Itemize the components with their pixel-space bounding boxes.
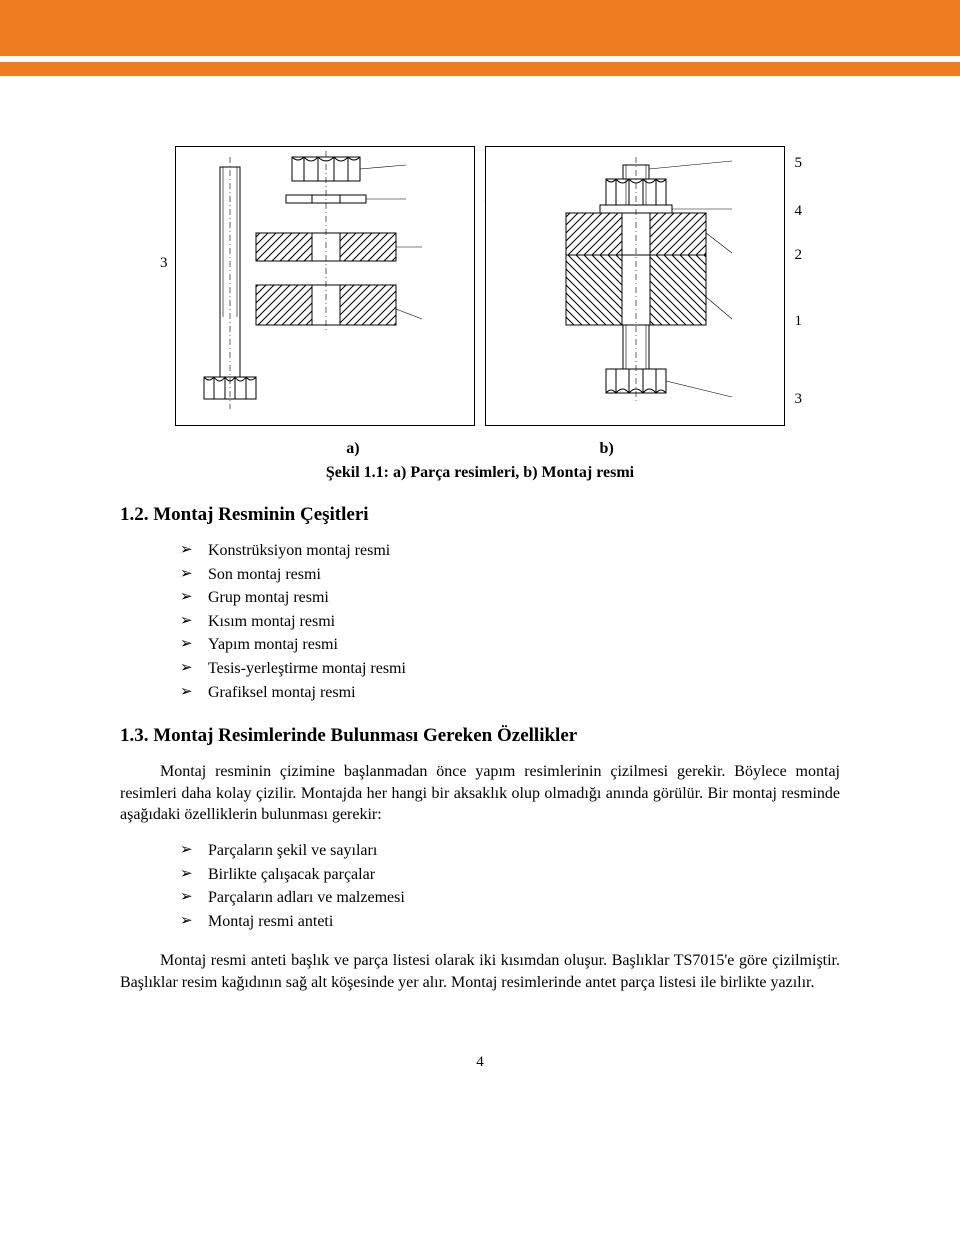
list-item: Yapım montaj resmi xyxy=(180,634,840,656)
list-item: Kısım montaj resmi xyxy=(180,611,840,633)
list-item: Birlikte çalışacak parçalar xyxy=(180,864,840,886)
section-1-3-heading: 1.3. Montaj Resimlerinde Bulunması Gerek… xyxy=(120,725,840,747)
list-item: Grup montaj resmi xyxy=(180,587,840,609)
top-orange-band xyxy=(0,0,960,56)
label-b: b) xyxy=(600,440,614,458)
figure-panel-a: 5 4 2 1 3 xyxy=(175,146,475,426)
section-1-2-heading: 1.2. Montaj Resminin Çeşitleri xyxy=(120,504,840,526)
list-item: Parçaların şekil ve sayıları xyxy=(180,840,840,862)
section-1-3-list: Parçaların şekil ve sayıları Birlikte ça… xyxy=(120,840,840,932)
section-1-3-para2: Montaj resmi anteti başlık ve parça list… xyxy=(120,950,840,993)
callout-b-1: 1 xyxy=(795,313,803,330)
list-item: Son montaj resmi xyxy=(180,564,840,586)
sub-orange-band xyxy=(0,62,960,76)
callout-a-3: 3 xyxy=(160,255,168,272)
figure-1-1: 5 4 2 1 3 xyxy=(120,146,840,426)
figure-panel-b: 5 4 2 1 3 xyxy=(485,146,785,426)
label-a: a) xyxy=(346,440,359,458)
figure-sublabels: a) b) xyxy=(120,440,840,458)
page-content: 5 4 2 1 3 xyxy=(0,76,960,1111)
figure-caption: Şekil 1.1: a) Parça resimleri, b) Montaj… xyxy=(120,464,840,482)
list-item: Konstrüksiyon montaj resmi xyxy=(180,540,840,562)
list-item: Tesis-yerleştirme montaj resmi xyxy=(180,658,840,680)
list-item: Grafiksel montaj resmi xyxy=(180,682,840,704)
callout-b-4: 4 xyxy=(795,203,803,220)
section-1-2-list: Konstrüksiyon montaj resmi Son montaj re… xyxy=(120,540,840,703)
page-number: 4 xyxy=(120,1054,840,1071)
list-item: Parçaların adları ve malzemesi xyxy=(180,887,840,909)
list-item: Montaj resmi anteti xyxy=(180,911,840,933)
section-1-3-para1: Montaj resminin çizimine başlanmadan önc… xyxy=(120,761,840,826)
callout-b-2: 2 xyxy=(795,247,803,264)
callout-b-5: 5 xyxy=(795,155,803,172)
callout-b-3: 3 xyxy=(795,391,803,408)
